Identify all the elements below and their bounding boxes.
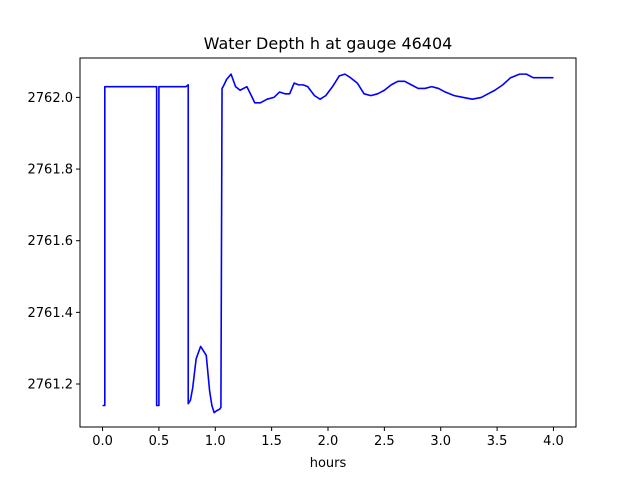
y-tick-label: 2761.6 (28, 234, 74, 249)
y-axis: 2761.2 2761.4 2761.6 2761.8 2762.0 (28, 91, 80, 393)
x-tick-label: 1.5 (261, 434, 282, 449)
series-line-0 (102, 73, 554, 414)
x-tick-label: 0.0 (92, 434, 113, 449)
y-tick-label: 2761.2 (28, 378, 74, 393)
x-tick-label: 3.5 (487, 434, 508, 449)
x-axis-label: hours (310, 456, 347, 471)
x-tick-label: 4.0 (543, 434, 564, 449)
x-tick-label: 2.0 (318, 434, 339, 449)
x-tick-label: 0.5 (149, 434, 170, 449)
x-tick-label: 1.0 (205, 434, 226, 449)
y-tick-label: 2761.4 (28, 306, 74, 321)
y-tick-label: 2762.0 (28, 91, 74, 106)
x-axis: 0.0 0.5 1.0 1.5 2.0 2.5 3.0 3.5 4.0 (92, 427, 564, 449)
y-tick-label: 2761.8 (28, 163, 74, 178)
x-tick-label: 2.5 (374, 434, 395, 449)
chart-title: Water Depth h at gauge 46404 (204, 34, 453, 53)
x-tick-label: 3.0 (430, 434, 451, 449)
